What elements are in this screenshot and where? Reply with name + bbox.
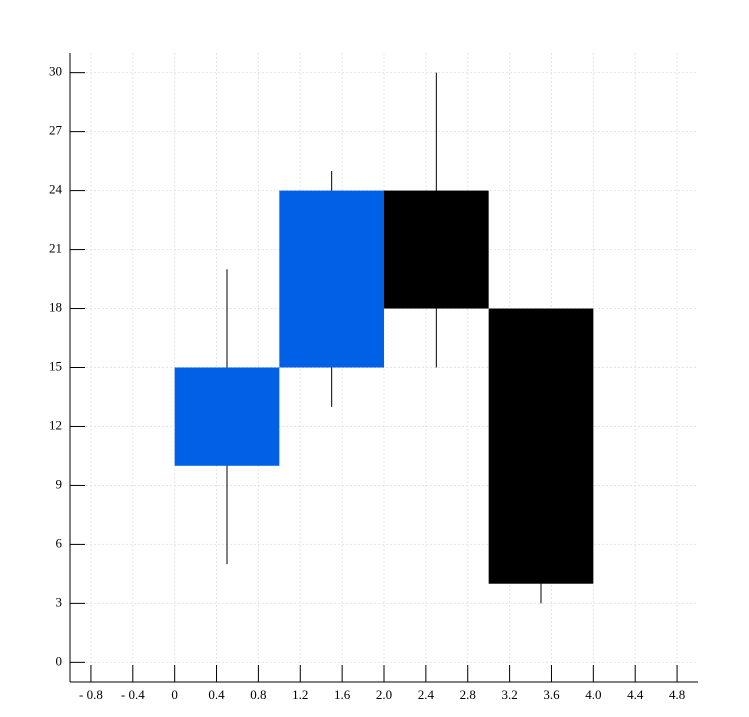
x-tick-label: 2.4 (418, 687, 435, 702)
y-tick-label: 21 (49, 241, 62, 256)
candle-body (279, 190, 384, 368)
x-tick-label: 0.4 (208, 687, 225, 702)
x-tick-label: 3.6 (543, 687, 560, 702)
x-tick-label: 4.0 (585, 687, 601, 702)
y-tick-label: 18 (49, 300, 62, 315)
y-tick-label: 0 (56, 653, 63, 668)
x-tick-label: 0 (171, 687, 178, 702)
x-tick-label: 2.0 (376, 687, 392, 702)
x-tick-label: 3.2 (501, 687, 517, 702)
x-tick-label: - 0.4 (121, 687, 145, 702)
x-tick-label: 4.8 (669, 687, 685, 702)
y-tick-label: 27 (49, 123, 63, 138)
y-tick-label: 30 (49, 64, 62, 79)
candle-body (174, 367, 280, 466)
y-tick-label: 9 (56, 476, 63, 491)
y-tick-label: 24 (49, 182, 63, 197)
candle-body (488, 308, 594, 584)
y-tick-label: 12 (49, 417, 62, 432)
x-tick-label: 4.4 (627, 687, 644, 702)
x-tick-label: 2.8 (460, 687, 476, 702)
x-tick-label: 1.6 (334, 687, 351, 702)
x-tick-label: 0.8 (250, 687, 266, 702)
candle-body (384, 190, 489, 309)
x-tick-label: - 0.8 (79, 687, 103, 702)
y-tick-label: 3 (56, 594, 63, 609)
y-tick-label: 15 (49, 358, 62, 373)
y-tick-label: 6 (56, 535, 63, 550)
x-tick-label: 1.2 (292, 687, 308, 702)
